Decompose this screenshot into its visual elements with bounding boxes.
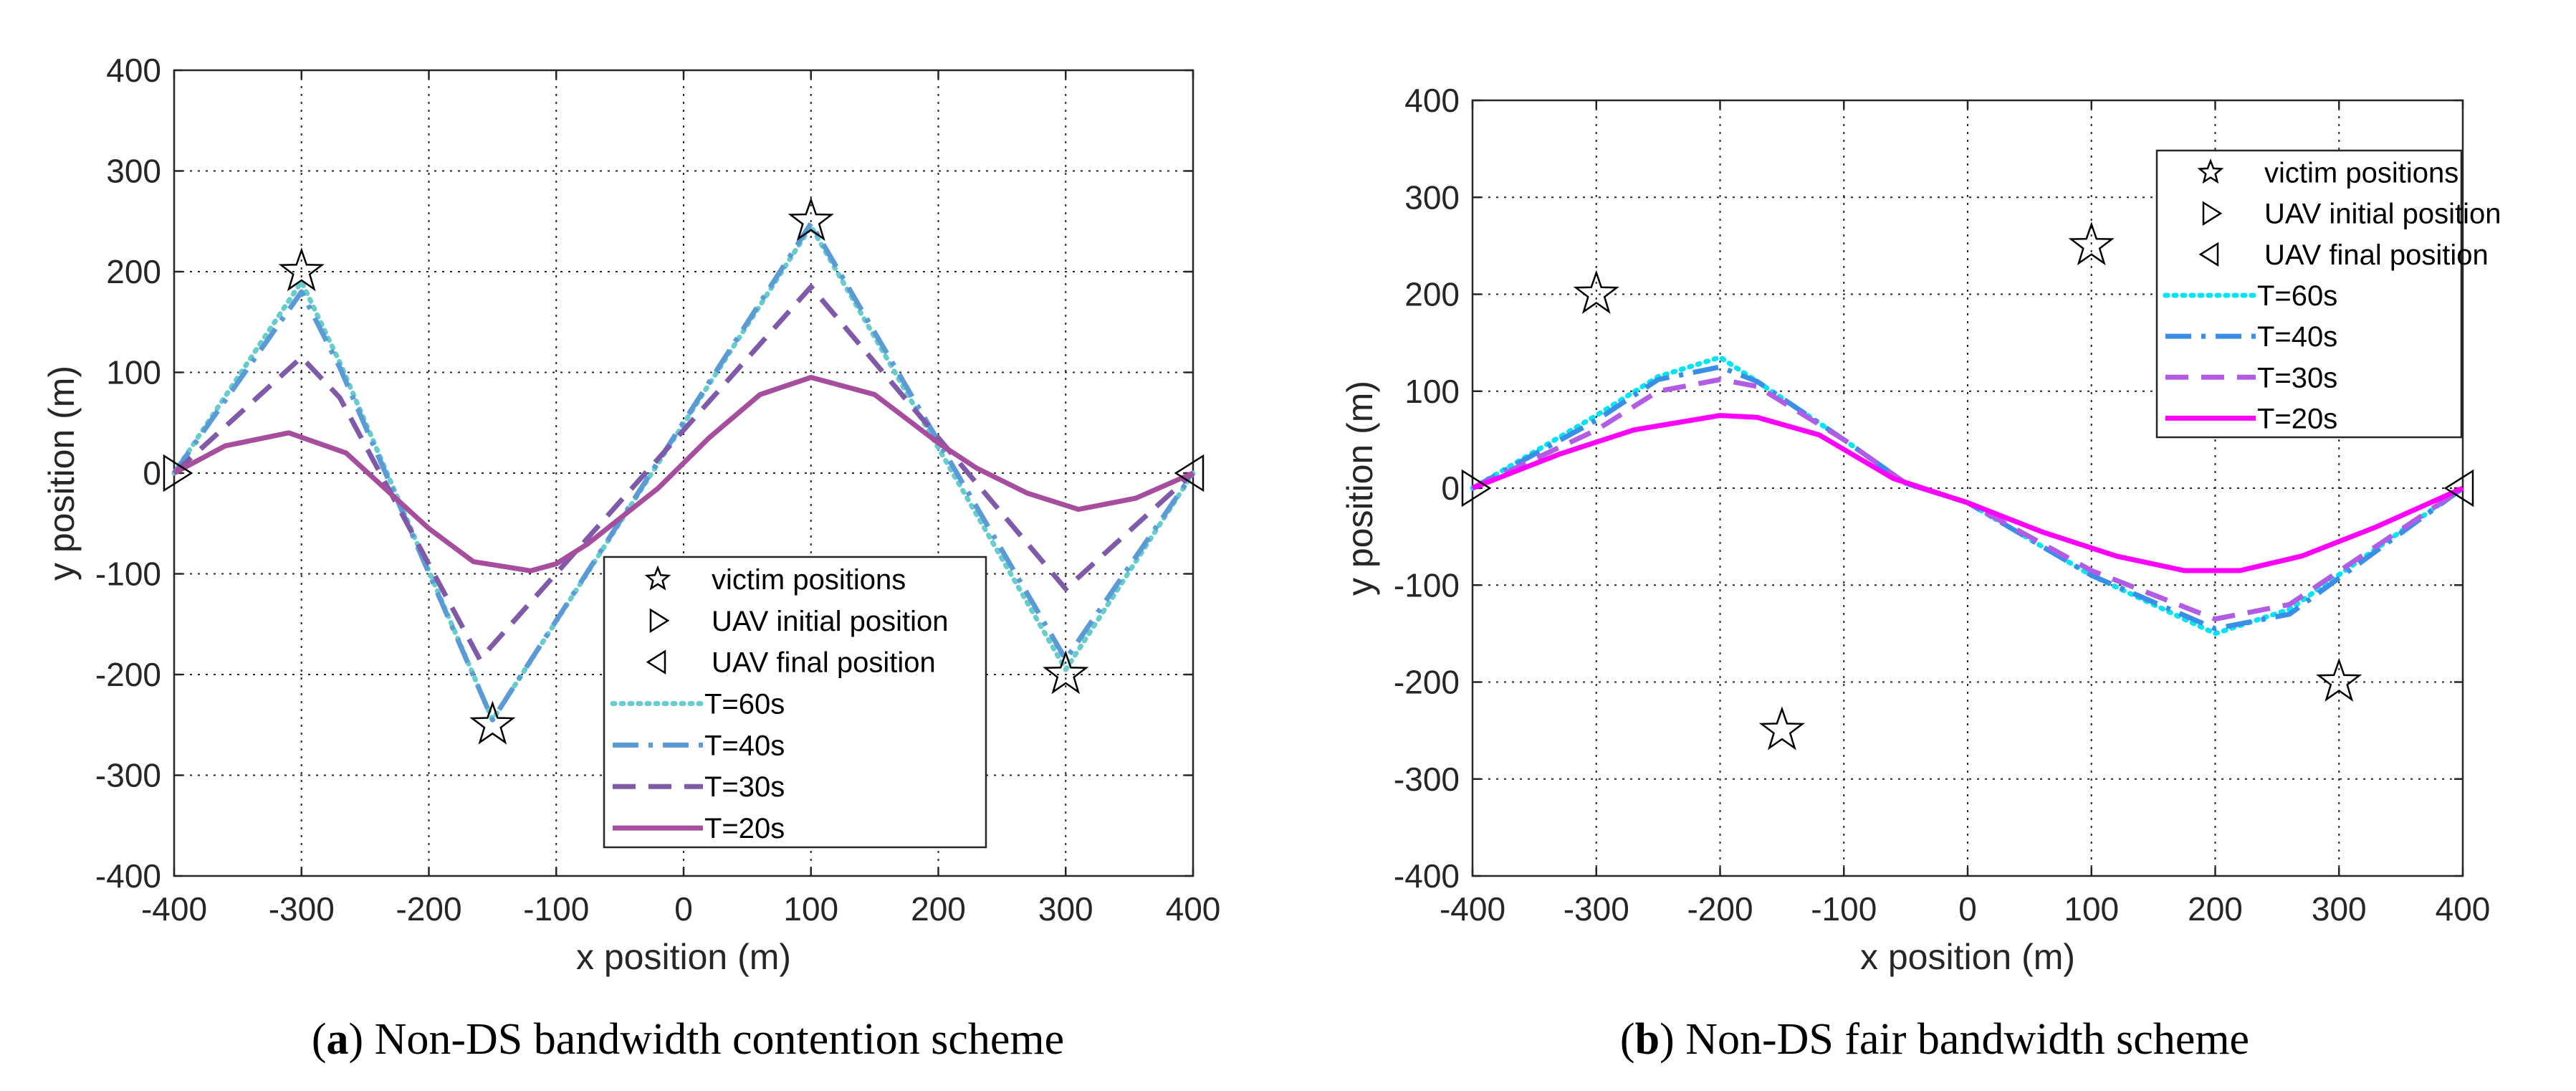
y-tick-label: 100 xyxy=(1404,373,1460,410)
legend-label: T=30s xyxy=(2257,362,2337,394)
y-tick-label: 100 xyxy=(106,354,161,391)
x-tick-label: 200 xyxy=(911,890,966,928)
x-axis-label: x position (m) xyxy=(576,937,791,977)
x-tick-label: -200 xyxy=(396,890,461,928)
y-tick-label: 0 xyxy=(143,454,161,492)
victim-marker xyxy=(1573,270,1619,314)
x-tick-label: 300 xyxy=(1038,890,1093,928)
uav-initial-marker xyxy=(1461,469,1492,508)
y-tick-label: -300 xyxy=(1394,761,1460,798)
legend-label: T=40s xyxy=(704,730,785,761)
legend-label: T=30s xyxy=(704,771,785,803)
series-line-t40s xyxy=(172,221,1195,723)
series-group xyxy=(1470,354,2466,637)
legend-box xyxy=(603,556,987,849)
series-line-t30s xyxy=(1471,377,2464,622)
x-tick-label: 0 xyxy=(674,890,693,928)
y-tick-label: 400 xyxy=(106,52,161,89)
uav-final-marker xyxy=(1174,454,1205,492)
x-tick-label: -400 xyxy=(141,890,207,928)
grid xyxy=(1473,100,2463,876)
x-axis-label: x position (m) xyxy=(1860,937,2075,977)
y-tick-label: -100 xyxy=(1394,566,1460,604)
y-tick-label: -300 xyxy=(95,757,161,794)
legend-label: UAV final position xyxy=(2264,239,2489,271)
x-tick-label: -300 xyxy=(1564,890,1629,928)
legend-label: victim positions xyxy=(2264,158,2458,189)
y-tick-label: 300 xyxy=(1404,178,1460,216)
y-tick-label: 200 xyxy=(1404,276,1460,313)
victim-marker xyxy=(1043,650,1089,695)
y-axis-label: y position (m) xyxy=(1340,381,1380,596)
legend-label: UAV initial position xyxy=(2264,199,2501,230)
legend-label: UAV initial position xyxy=(712,606,949,637)
uav-final-marker xyxy=(2443,469,2474,508)
victim-marker xyxy=(787,197,834,242)
series-line-t20s xyxy=(1471,413,2464,573)
x-tick-label: -200 xyxy=(1687,890,1753,928)
y-tick-label: -200 xyxy=(1394,664,1460,701)
figure-caption: (a) Non-DS bandwidth contention scheme xyxy=(312,1015,1064,1064)
series-line-t30s xyxy=(172,284,1195,662)
legend-star-icon xyxy=(2197,158,2224,184)
figure-caption: (b) Non-DS fair bandwidth scheme xyxy=(1620,1015,2249,1064)
legend: victim positions UAV initial position UAV … xyxy=(2155,149,2501,439)
y-tick-label: 400 xyxy=(1404,82,1460,119)
y-tick-label: -200 xyxy=(95,656,161,693)
legend-star-icon xyxy=(644,565,671,591)
x-tick-label: 300 xyxy=(2312,890,2367,928)
victim-marker xyxy=(2068,221,2115,266)
x-tick-label: -100 xyxy=(523,890,589,928)
legend-label: T=60s xyxy=(704,689,785,720)
y-tick-label: -100 xyxy=(95,556,161,593)
y-tick-label: -400 xyxy=(95,857,161,895)
x-tick-label: 100 xyxy=(2064,890,2119,928)
chart-a: -400 -300 -200 -100 0 100 200 300 400 -400 -300 -20… xyxy=(42,52,1220,1064)
x-tick-label: -400 xyxy=(1440,890,1505,928)
series-group xyxy=(171,221,1196,723)
legend-triangle-left-icon xyxy=(2198,242,2219,267)
victim-marker xyxy=(1758,706,1806,751)
x-tick-label: 0 xyxy=(1958,890,1977,928)
chart-b: -400 -300 -200 -100 0 100 200 300 400 -400 -300 -20… xyxy=(1340,82,2501,1064)
uav-initial-marker xyxy=(163,454,193,492)
legend-triangle-left-icon xyxy=(646,649,666,675)
y-axis-label: y position (m) xyxy=(42,366,82,581)
x-tick-label: 200 xyxy=(2188,890,2243,928)
x-tick-label: 100 xyxy=(783,890,838,928)
victim-marker xyxy=(2316,657,2362,702)
legend-label: T=20s xyxy=(704,813,785,844)
legend-label: UAV final position xyxy=(712,647,936,679)
y-tick-label: 0 xyxy=(1441,470,1460,507)
legend: victim positions UAV initial position UAV … xyxy=(603,556,987,849)
victim-marker xyxy=(278,247,325,292)
legend-label: T=40s xyxy=(2257,321,2337,353)
x-tick-label: -300 xyxy=(269,890,335,928)
x-tick-label: -100 xyxy=(1811,890,1877,928)
x-tick-label: 400 xyxy=(1166,890,1221,928)
legend-label: T=20s xyxy=(2257,403,2337,434)
legend-triangle-right-icon xyxy=(2202,201,2223,226)
legend-triangle-right-icon xyxy=(649,608,670,634)
legend-label: T=60s xyxy=(2257,280,2337,312)
legend-label: victim positions xyxy=(712,564,906,596)
y-tick-label: -400 xyxy=(1394,857,1460,895)
y-tick-label: 200 xyxy=(106,253,161,290)
x-tick-label: 400 xyxy=(2436,890,2491,928)
y-tick-label: 300 xyxy=(106,153,161,190)
series-line-t20s xyxy=(173,375,1194,573)
victim-marker xyxy=(469,700,516,745)
